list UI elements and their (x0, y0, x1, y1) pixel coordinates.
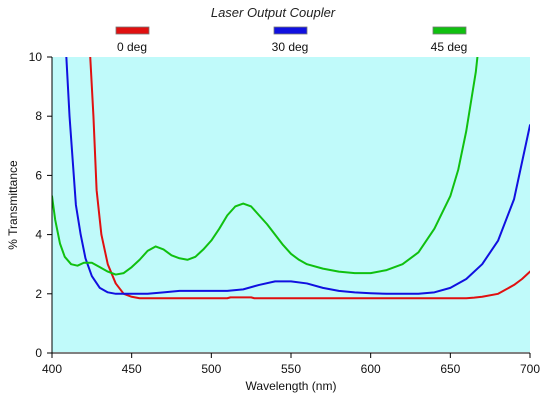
x-tick-label-4: 600 (361, 362, 381, 376)
legend-label-2: 45 deg (431, 40, 468, 54)
legend-swatch-1 (273, 26, 308, 35)
x-tick-label-6: 700 (520, 362, 540, 376)
legend-item-1: 30 deg (272, 26, 309, 54)
x-ticks: 400 450 500 550 600 650 700 (42, 353, 540, 376)
y-ticks: 0 2 4 6 8 10 (29, 50, 52, 360)
legend-swatch-0 (115, 26, 150, 35)
x-tick-label-1: 450 (122, 362, 142, 376)
x-tick-label-0: 400 (42, 362, 62, 376)
plot-area (52, 57, 530, 352)
series-line-2 (52, 57, 479, 276)
legend-item-0: 0 deg (115, 26, 150, 54)
legend-swatch-2 (432, 26, 467, 35)
legend-label-1: 30 deg (272, 40, 309, 54)
legend: 0 deg 30 deg 45 deg (115, 26, 468, 54)
y-axis-label: % Transmittance (6, 160, 20, 250)
series-line-1 (65, 57, 530, 295)
y-tick-label-3: 6 (35, 168, 42, 182)
x-axis-label: Wavelength (nm) (246, 379, 337, 393)
y-tick-label-2: 4 (35, 228, 42, 242)
series-line-0 (89, 57, 530, 300)
legend-item-2: 45 deg (431, 26, 468, 54)
y-tick-label-0: 0 (35, 346, 42, 360)
y-tick-label-1: 2 (35, 287, 42, 301)
x-tick-label-2: 500 (201, 362, 221, 376)
y-tick-label-4: 8 (35, 109, 42, 123)
series-layer (52, 57, 530, 300)
chart-title: Laser Output Coupler (211, 5, 336, 20)
y-tick-label-5: 10 (29, 50, 43, 64)
x-tick-label-3: 550 (281, 362, 301, 376)
x-tick-label-5: 650 (440, 362, 460, 376)
legend-label-0: 0 deg (117, 40, 147, 54)
